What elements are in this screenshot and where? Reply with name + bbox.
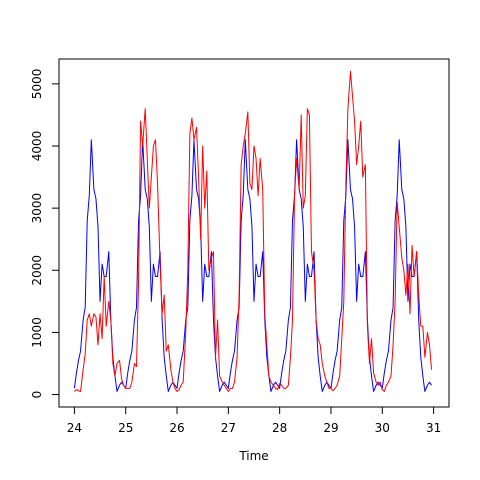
x-axis: 24 25 26 27 28 29 30 31: [67, 406, 441, 435]
y-axis: 0 1000 2000 3000 4000 5000: [30, 69, 60, 399]
x-tick-label: 26: [169, 421, 184, 435]
series-line-1: [73, 139, 432, 392]
x-tick-label: 25: [118, 421, 133, 435]
x-tick-label: 30: [375, 421, 390, 435]
y-tick-label: 4000: [30, 131, 44, 162]
plot-series: [73, 70, 433, 392]
y-tick-label: 2000: [30, 255, 44, 286]
x-tick-label: 31: [426, 421, 441, 435]
y-tick-label: 3000: [30, 193, 44, 224]
y-tick-label: 1000: [30, 317, 44, 348]
y-tick-label: 5000: [30, 69, 44, 100]
x-tick-label: 27: [221, 421, 236, 435]
x-tick-label: 24: [67, 421, 82, 435]
plot-frame: [58, 58, 450, 408]
x-tick-label: 28: [272, 421, 287, 435]
series-line-2: [74, 70, 433, 392]
y-tick-label: 0: [30, 391, 44, 399]
x-axis-title: Time: [238, 449, 268, 463]
x-tick-label: 29: [323, 421, 338, 435]
